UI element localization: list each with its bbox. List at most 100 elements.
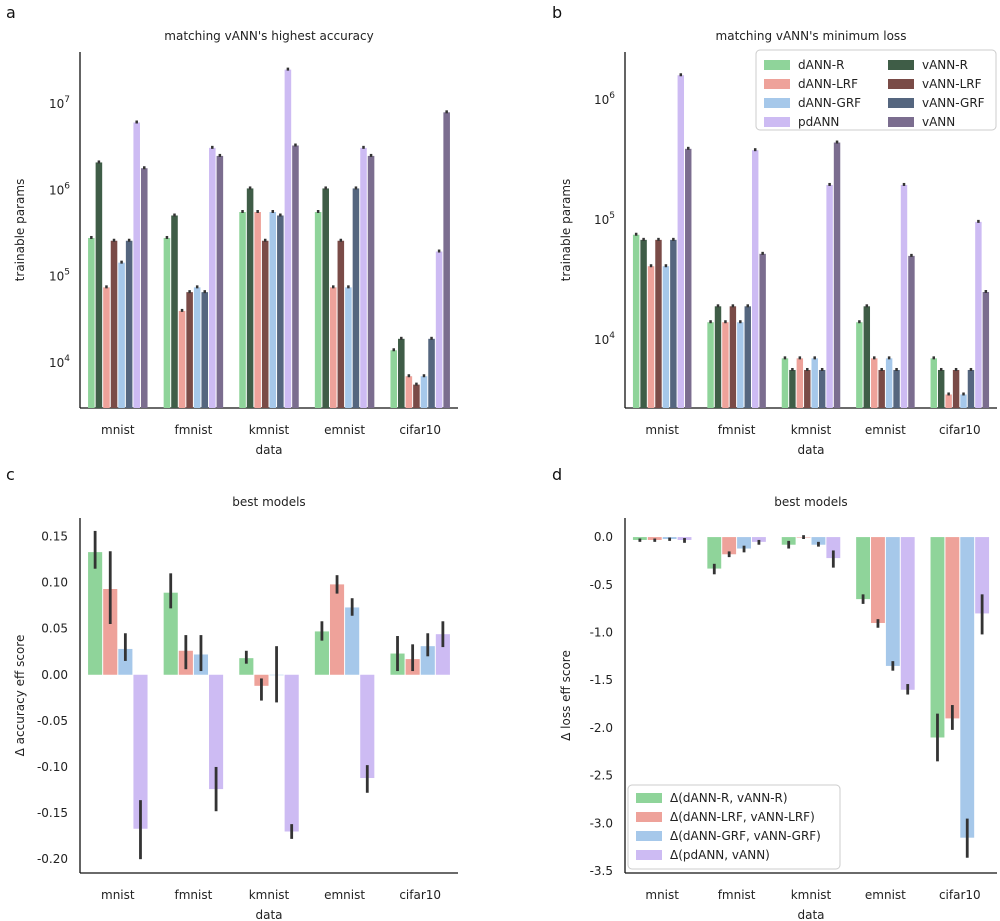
legend: dANN-R vANN-R dANN-LRF vANN-LRF dANN-GRF vANN… — [755, 49, 997, 131]
legend-label: vANN-GRF — [922, 96, 985, 110]
bar-vANN-mnist — [685, 148, 692, 408]
bar-pdANN-kmnist — [826, 184, 833, 408]
bar-vANN-LRF-mnist — [110, 240, 118, 408]
x-tick-label: emnist — [865, 423, 906, 437]
bar-vANN-LRF-cifar10 — [952, 369, 960, 408]
bar-Δ(dANN-R, vANN-R)-cifar10 — [930, 537, 945, 738]
bar-vANN-GRF-cifar10 — [428, 338, 435, 408]
bar-dANN-GRF-emnist — [885, 358, 893, 408]
bar-Δ(pdANN, vANN)-kmnist — [826, 537, 841, 559]
y-tick-label: 104 — [594, 331, 615, 347]
bar-dANN-R-mnist — [88, 237, 95, 408]
bar-Δ(dANN-R, vANN-R)-emnist — [314, 631, 329, 675]
legend-item: dANN-R — [764, 58, 844, 72]
bar-vANN-LRF-kmnist — [804, 369, 811, 408]
bar-vANN-emnist — [908, 255, 915, 408]
x-tick-label: mnist — [645, 888, 679, 902]
bar-Δ(dANN-R, vANN-R)-emnist — [856, 537, 871, 600]
legend-item: vANN-R — [888, 58, 968, 72]
legend-item: pdANN — [764, 115, 839, 129]
x-axis-label: data — [797, 908, 824, 921]
bar-dANN-GRF-kmnist — [811, 358, 818, 408]
x-tick-label: mnist — [101, 423, 135, 437]
bar-dANN-LRF-mnist — [103, 287, 110, 408]
y-tick-label: -2.0 — [590, 721, 613, 735]
bar-pdANN-cifar10 — [975, 221, 982, 408]
legend-item: dANN-GRF — [764, 96, 861, 110]
bar-Δ(dANN-GRF, vANN-GRF)-mnist — [118, 648, 133, 675]
bar-dANN-GRF-fmnist — [737, 322, 744, 408]
bar-Δ(pdANN, vANN)-cifar10 — [435, 634, 450, 675]
bar-vANN-GRF-fmnist — [201, 292, 209, 408]
legend-label: dANN-R — [798, 58, 844, 72]
bar-Δ(dANN-LRF, vANN-LRF)-cifar10 — [945, 537, 960, 719]
bar-Δ(pdANN, vANN)-fmnist — [209, 674, 224, 790]
x-tick-label: emnist — [865, 888, 906, 902]
bar-vANN-GRF-mnist — [670, 239, 677, 408]
bar-pdANN-fmnist — [209, 147, 216, 409]
bar-dANN-LRF-mnist — [647, 266, 655, 408]
bar-vANN-R-cifar10 — [937, 369, 945, 408]
bar-Δ(dANN-GRF, vANN-GRF)-emnist — [345, 607, 360, 675]
bar-dANN-R-cifar10 — [390, 350, 398, 408]
bar-Δ(dANN-R, vANN-R)-fmnist — [163, 592, 178, 675]
y-tick-label: 0.00 — [41, 668, 68, 682]
legend: Δ(dANN-R, vANN-R) Δ(dANN-LRF, vANN-LRF) Δ(… — [627, 784, 841, 870]
y-tick-label: -3.5 — [590, 864, 613, 878]
legend-swatch — [764, 117, 790, 127]
bar-vANN-fmnist — [216, 155, 224, 408]
x-tick-label: cifar10 — [939, 423, 981, 437]
x-axis-label: data — [255, 443, 282, 457]
bar-vANN-LRF-mnist — [655, 239, 662, 408]
y-tick-label: -1.5 — [590, 673, 613, 687]
panel-d: d best models 0.0 -0.5 -1.0 -1.5 -2.0 -2.5 -3.0 -… — [552, 465, 997, 921]
panel-c: c best models 0.15 0.10 0.05 0.00 -0.05 -0.10 -0… — [6, 465, 458, 921]
bar-dANN-R-fmnist — [163, 237, 171, 408]
bar-dANN-GRF-cifar10 — [420, 376, 428, 408]
y-tick-label: -0.5 — [590, 578, 613, 592]
legend-label: dANN-LRF — [798, 77, 858, 91]
bar-Δ(dANN-R, vANN-R)-fmnist — [707, 537, 722, 569]
bar-Δ(dANN-LRF, vANN-LRF)-emnist — [329, 584, 345, 675]
legend-label: vANN-LRF — [922, 77, 982, 91]
y-tick-label: -0.15 — [37, 806, 68, 820]
chart-title: best models — [774, 495, 847, 509]
panel-a: a matching vANN's highest accuracy 104 105 1… — [6, 3, 458, 457]
legend-swatch — [888, 79, 914, 89]
bar-dANN-GRF-kmnist — [269, 211, 277, 408]
panel-letter: a — [6, 3, 16, 22]
bar-pdANN-fmnist — [751, 150, 759, 408]
bar-pdANN-kmnist — [284, 69, 292, 409]
bar-Δ(dANN-GRF, vANN-GRF)-emnist — [885, 537, 900, 666]
y-tick-label: 104 — [49, 354, 70, 370]
bar-vANN-R-fmnist — [171, 215, 178, 408]
legend-label: Δ(dANN-LRF, vANN-LRF) — [670, 810, 815, 824]
bar-dANN-R-emnist — [856, 322, 863, 408]
bar-pdANN-cifar10 — [435, 251, 443, 408]
bar-Δ(dANN-GRF, vANN-GRF)-fmnist — [737, 537, 751, 549]
y-axis-label: Δ loss eff score — [559, 650, 573, 741]
bar-Δ(pdANN, vANN)-emnist — [360, 674, 375, 779]
panel-b: b matching vANN's minimum loss 104 105 106 mn… — [552, 3, 997, 457]
x-tick-label: mnist — [101, 888, 135, 902]
bar-Δ(dANN-R, vANN-R)-mnist — [88, 552, 103, 675]
x-tick-label: emnist — [324, 888, 365, 902]
x-tick-label: emnist — [324, 423, 365, 437]
y-tick-label: -3.0 — [590, 816, 613, 830]
legend-label: Δ(dANN-R, vANN-R) — [670, 791, 788, 805]
legend-swatch — [636, 850, 662, 860]
bar-Δ(dANN-R, vANN-R)-kmnist — [239, 658, 254, 675]
panel-letter: c — [6, 465, 15, 484]
bar-pdANN-mnist — [677, 75, 685, 409]
y-tick-label: 107 — [49, 95, 70, 111]
bar-dANN-R-emnist — [314, 211, 322, 408]
bar-vANN-LRF-fmnist — [186, 292, 193, 408]
legend-box — [755, 49, 997, 131]
bar-vANN-GRF-kmnist — [277, 215, 284, 408]
x-tick-label: kmnist — [791, 423, 832, 437]
legend-box — [627, 784, 841, 870]
y-tick-label: 105 — [49, 268, 70, 284]
bar-vANN-kmnist — [833, 142, 841, 408]
bar-vANN-LRF-fmnist — [729, 306, 737, 408]
